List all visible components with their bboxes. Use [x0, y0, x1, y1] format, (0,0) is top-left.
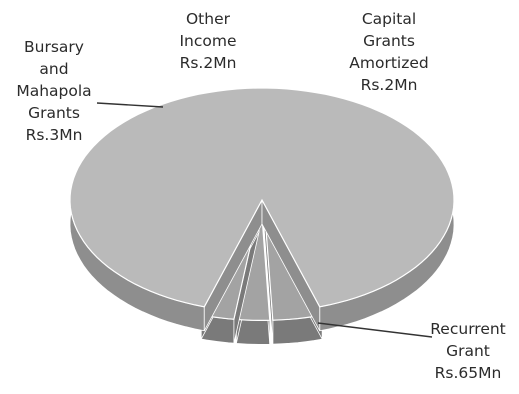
pie-slice-recurrent-grant	[69, 87, 455, 308]
leader-line-bursary	[96, 102, 164, 108]
leader-lines	[96, 102, 433, 338]
slice-label-capital-grants: Capital Grants Amortized Rs.2Mn	[349, 10, 429, 94]
pie-slices	[69, 87, 455, 345]
slice-label-bursary: Bursary and Mahapola Grants Rs.3Mn	[16, 38, 92, 144]
pie-slice-side-other-income	[235, 318, 271, 345]
slice-label-other-income: Other Income Rs.2Mn	[179, 10, 237, 72]
leader-line-recurrent	[317, 322, 433, 338]
slice-label-recurrent-grant: Recurrent Grant Rs.65Mn	[430, 320, 506, 382]
